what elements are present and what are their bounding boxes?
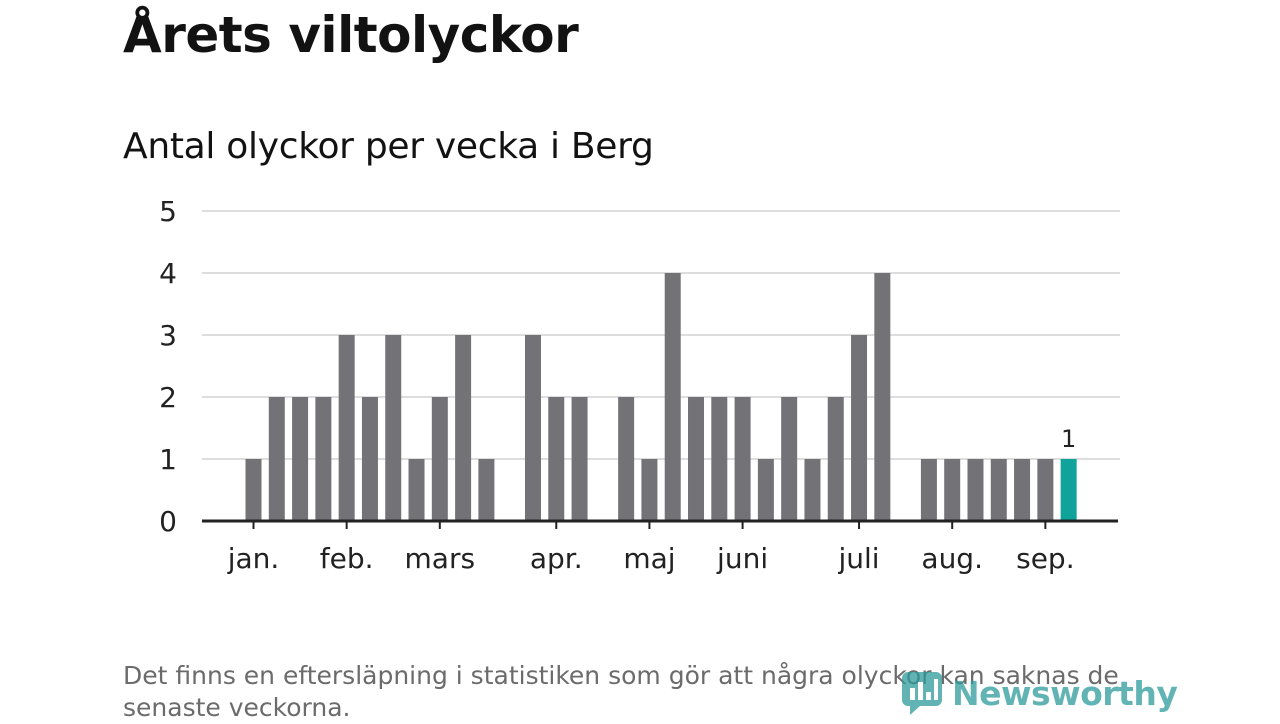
bar <box>338 335 355 521</box>
bar <box>524 335 541 521</box>
y-tick-label: 3 <box>159 319 177 352</box>
x-tick-label: aug. <box>921 542 983 575</box>
bar <box>571 397 588 521</box>
bar <box>408 459 425 521</box>
x-tick-label: maj <box>623 542 675 575</box>
bar <box>664 273 681 521</box>
logo-text: Newsworthy <box>952 673 1178 713</box>
bar <box>781 397 798 521</box>
bar <box>618 397 635 521</box>
bar <box>245 459 262 521</box>
bar <box>757 459 774 521</box>
bar <box>1014 459 1031 521</box>
bar <box>920 459 937 521</box>
bar-chart: 0 1 2 3 4 5 1 jan. feb. mars apr. maj juni juli aug. se… <box>159 195 1120 575</box>
x-tick-label: sep. <box>1016 542 1075 575</box>
bar <box>711 397 728 521</box>
chart-subtitle: Antal olyckor per vecka i Berg <box>123 126 654 167</box>
y-tick-label: 2 <box>159 381 177 414</box>
x-tick-label: jan. <box>227 542 280 575</box>
bar <box>431 397 448 521</box>
y-tick-label: 5 <box>159 195 177 228</box>
bar <box>478 459 495 521</box>
bar <box>292 397 309 521</box>
newsworthy-logo-icon <box>902 672 942 715</box>
x-tick-label: mars <box>405 542 476 575</box>
bar <box>455 335 472 521</box>
bar <box>944 459 961 521</box>
bar <box>641 459 658 521</box>
bar <box>734 397 751 521</box>
x-tick-label: feb. <box>320 542 374 575</box>
bar <box>688 397 705 521</box>
bar <box>548 397 565 521</box>
chart-title: Årets viltolyckor <box>123 6 579 64</box>
bar <box>990 459 1007 521</box>
y-tick-label: 1 <box>159 443 177 476</box>
data-label: 1 <box>1061 425 1076 453</box>
footnote: Det finns en eftersläpning i statistiken… <box>123 661 1119 722</box>
bar <box>827 397 844 521</box>
newsworthy-logo: Newsworthy <box>900 668 1178 718</box>
x-tick-label: juni <box>716 542 768 575</box>
bar <box>874 273 891 521</box>
x-tick-label: juli <box>837 542 879 575</box>
bar <box>361 397 378 521</box>
bar <box>1037 459 1054 521</box>
bar <box>385 335 402 521</box>
x-tick-label: apr. <box>530 542 583 575</box>
highlight-bar <box>1060 459 1077 521</box>
bar <box>967 459 984 521</box>
bar <box>315 397 332 521</box>
bar <box>268 397 285 521</box>
y-tick-label: 0 <box>159 505 177 538</box>
bar <box>851 335 868 521</box>
bar <box>804 459 821 521</box>
y-tick-label: 4 <box>159 257 177 290</box>
